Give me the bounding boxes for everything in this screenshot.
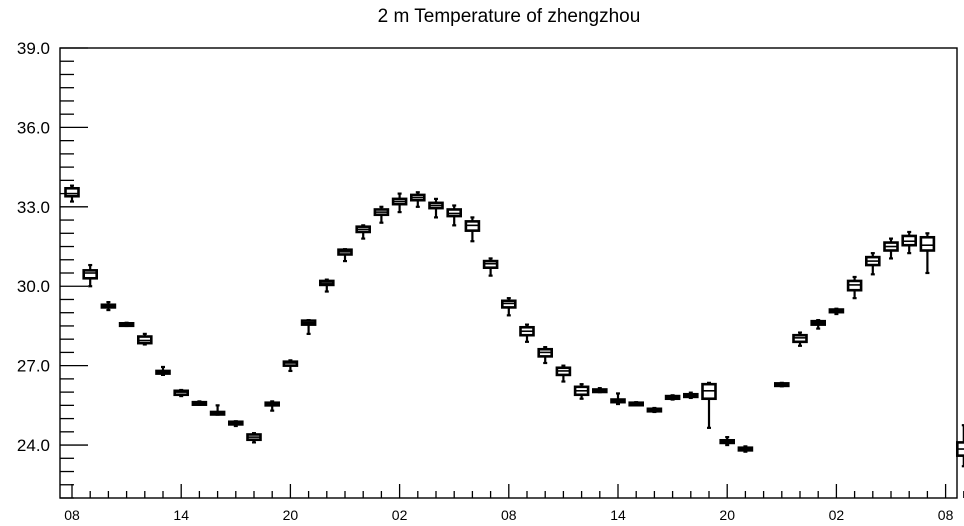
box-plot-item xyxy=(155,365,171,377)
box-plot-item xyxy=(337,248,353,263)
box-plot-item xyxy=(355,224,372,240)
y-tick-label: 39.0 xyxy=(17,39,50,58)
box-plot-item xyxy=(191,400,208,406)
y-tick-label: 36.0 xyxy=(17,118,50,137)
plot-frame xyxy=(59,47,958,499)
box-plot-item xyxy=(228,420,244,428)
box-plot-item xyxy=(464,216,481,243)
chart-title: 2 m Temperature of zhengzhou xyxy=(377,6,641,27)
box-plot-item xyxy=(628,401,645,407)
box-plot-item xyxy=(919,232,936,275)
x-tick-label: 14 xyxy=(610,507,626,523)
x-tick-label: 14 xyxy=(173,507,189,523)
x-tick-label: 20 xyxy=(283,507,299,523)
box-plot-item xyxy=(264,400,281,412)
box-plot-item xyxy=(391,192,408,214)
box-plot-item xyxy=(519,323,535,343)
box-plot-item xyxy=(100,301,117,312)
box-plot-item xyxy=(500,297,517,317)
box-plot-item xyxy=(646,406,663,414)
box-plot-item xyxy=(246,432,262,444)
y-tick-label: 33.0 xyxy=(17,198,50,217)
tick-labels: 24.0 27.0 30.0 33.0 36.0 39.0 08 14 20 02 08 14 20 02… xyxy=(17,39,954,523)
box-plot-item xyxy=(664,394,681,401)
y-tick-label: 24.0 xyxy=(17,436,50,455)
box-plot-item xyxy=(773,381,790,388)
box-plot-item xyxy=(846,275,863,300)
box-plot-item xyxy=(482,257,499,277)
box-plot-item xyxy=(610,392,626,406)
box-plot-item xyxy=(901,230,918,255)
box-plot-item xyxy=(282,359,299,373)
x-tick-label: 20 xyxy=(719,507,735,523)
box-plot-item xyxy=(82,263,98,288)
box-iqr xyxy=(64,186,80,198)
x-tick-label: 08 xyxy=(64,507,80,523)
x-tick-label: 02 xyxy=(829,507,845,523)
box-iqr xyxy=(82,269,98,280)
box-plot-item xyxy=(573,383,590,400)
box-plot-item xyxy=(591,387,608,394)
x-tick-label: 02 xyxy=(392,507,408,523)
box-plot-item xyxy=(318,278,335,293)
box-plot-item xyxy=(955,424,964,468)
box-plot-item xyxy=(737,445,754,453)
box-plot-item xyxy=(373,205,390,224)
box-plot-item xyxy=(828,307,845,316)
box-plot-item xyxy=(883,237,899,260)
box-iqr xyxy=(919,235,936,252)
box-plot-item xyxy=(137,332,153,346)
box-plot-item xyxy=(555,364,572,383)
box-plot-item xyxy=(810,319,827,330)
axes xyxy=(59,47,964,499)
box-plot-item xyxy=(864,252,881,276)
y-tick-label: 30.0 xyxy=(17,277,50,296)
box-plot-item xyxy=(209,404,226,416)
box-plot-item xyxy=(792,331,808,347)
box-plot-item xyxy=(409,191,426,208)
box-plot-item xyxy=(173,388,189,398)
box-plot-item xyxy=(537,346,554,365)
box-plot-item xyxy=(300,319,317,335)
box-plot-item xyxy=(446,204,463,227)
x-tick-label: 08 xyxy=(938,507,954,523)
x-tick-label: 08 xyxy=(501,507,517,523)
box-series xyxy=(64,184,964,468)
box-plot-item xyxy=(682,391,699,400)
box-plot-item xyxy=(118,321,135,328)
box-plot-item xyxy=(701,381,717,429)
box-plot-item xyxy=(428,197,444,219)
box-plot-item xyxy=(719,436,736,447)
box-plot-item xyxy=(64,184,80,203)
y-tick-label: 27.0 xyxy=(17,357,50,376)
